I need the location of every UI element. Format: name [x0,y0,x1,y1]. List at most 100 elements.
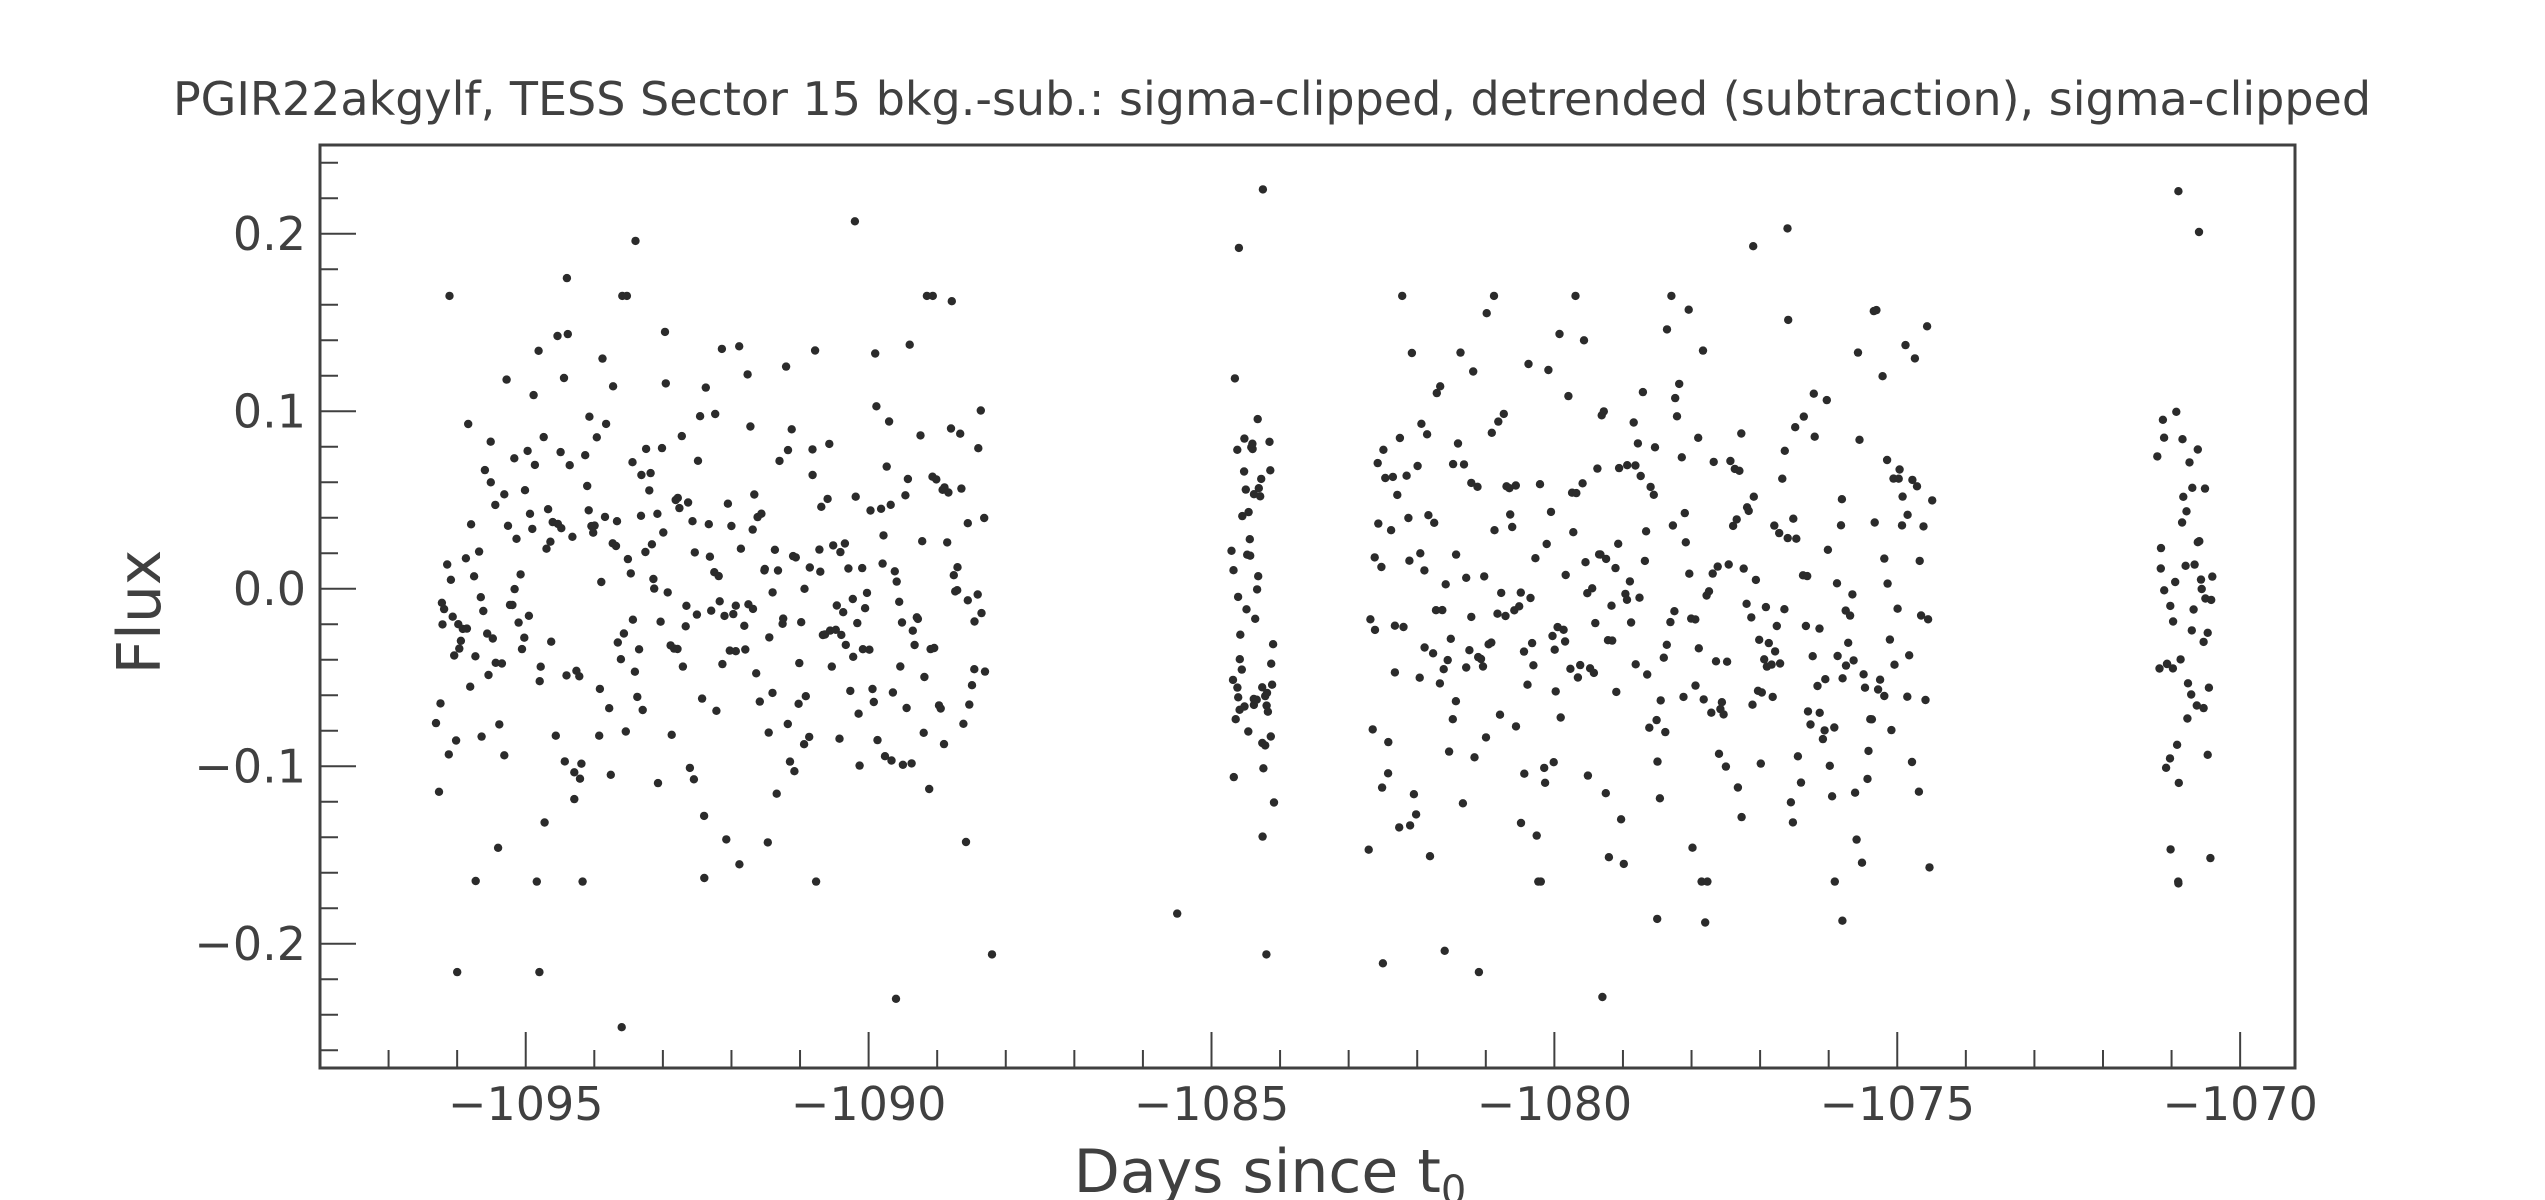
data-point [693,456,703,465]
data-point [469,572,479,581]
data-point [831,625,840,634]
data-point [1441,580,1450,589]
data-point [1420,566,1429,575]
data-point [913,614,923,624]
data-point [1241,485,1251,494]
data-point [1813,681,1822,691]
data-point [817,502,826,511]
data-point [1262,950,1271,959]
data-point [520,486,530,495]
data-point [443,560,452,569]
data-point [1650,443,1660,452]
data-point [1775,528,1784,538]
data-point [731,601,740,610]
data-point [1662,640,1672,649]
data-point [860,604,870,613]
data-point [667,730,676,739]
data-point [888,688,898,697]
data-point [1707,708,1716,717]
data-point [466,682,475,691]
x-tick-label: −1075 [1819,1077,1975,1131]
data-point [1764,638,1774,648]
data-point [1713,562,1722,571]
data-point [1383,769,1393,778]
data-point [2204,683,2214,692]
data-point [1897,521,1907,530]
data-point [1489,291,1499,301]
data-point [1631,660,1640,669]
data-point [1451,550,1461,559]
data-point [497,659,507,668]
data-point [1436,382,1445,391]
data-point [1404,513,1413,523]
data-point [1561,570,1570,580]
data-point [1883,579,1892,588]
data-point [1493,609,1502,618]
data-point [1467,478,1476,488]
data-point [1818,734,1828,744]
data-point [1659,653,1669,662]
data-point [1417,419,1426,428]
data-point [1267,659,1276,668]
data-point [1588,584,1597,593]
data-point [884,417,894,426]
data-point [1601,789,1611,798]
data-point [829,541,838,550]
data-point [1370,553,1379,562]
data-point [1885,635,1895,644]
data-point [1550,645,1559,654]
data-point [939,739,949,749]
data-point [1823,545,1833,554]
data-point [453,967,462,977]
data-point [775,456,784,466]
data-point [869,697,878,707]
data-point [1633,439,1643,448]
data-point [1751,575,1761,585]
data-point [638,705,647,715]
data-point [1789,514,1798,523]
data-point [2172,407,2181,416]
data-point [1579,336,1589,345]
data-point [1783,533,1792,543]
data-point [1229,566,1238,575]
data-point [650,584,659,593]
data-point [649,574,658,584]
data-point [795,658,804,668]
data-point [1573,673,1583,682]
data-point [905,340,914,349]
data-point [661,379,670,388]
data-point [1845,611,1855,620]
data-point [1456,348,1465,357]
data-point [907,759,916,768]
data-point [1409,790,1419,799]
data-point [1368,725,1377,734]
data-point [858,645,868,654]
chart-title: PGIR22akgylf, TESS Sector 15 bkg.-sub.: … [173,72,2371,126]
y-tick-label: 0.1 [233,384,306,438]
data-point [1402,471,1411,480]
data-point [2200,484,2210,493]
data-point [682,601,691,610]
data-point [1670,607,1679,616]
data-point [551,731,560,740]
data-point [1234,693,1243,702]
data-point [750,490,759,499]
data-point [1640,556,1650,566]
data-point [1661,727,1670,737]
data-point [1803,571,1812,581]
data-point [645,486,654,495]
data-point [1894,474,1903,483]
data-point [1768,692,1777,702]
data-point [1850,788,1860,797]
data-point [1267,680,1277,689]
data-point [598,354,607,363]
data-point [1555,329,1564,339]
data-point [731,647,740,656]
data-point [1487,638,1496,647]
data-point [947,297,956,306]
data-point [570,794,579,804]
data-point [578,877,587,886]
data-point [727,521,736,531]
data-point [479,606,488,616]
data-point [1265,437,1274,446]
